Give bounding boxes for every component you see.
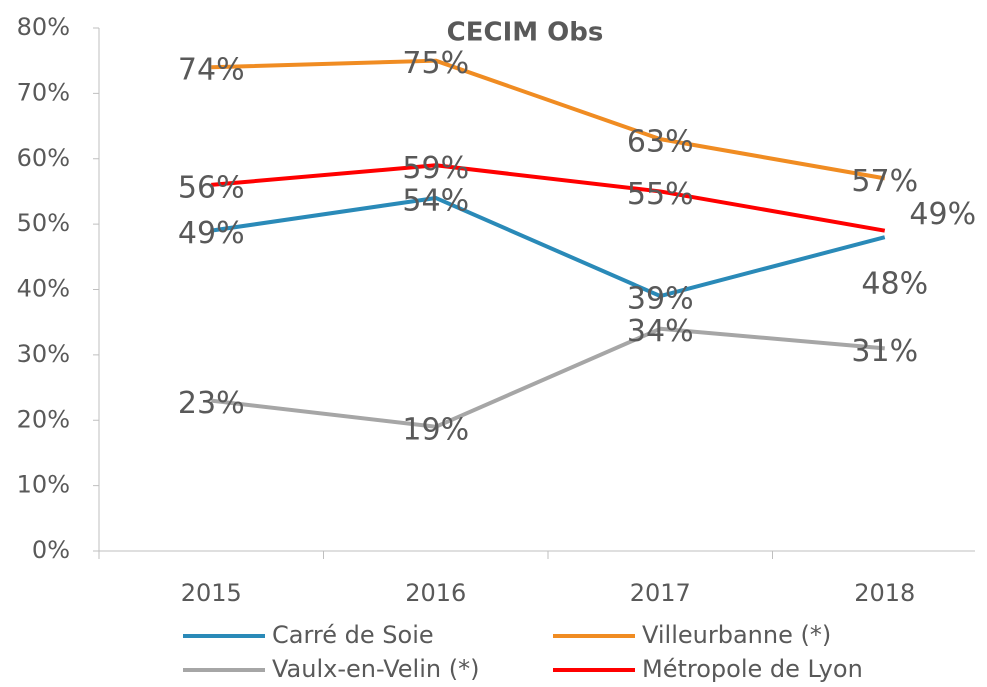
y-tick-label: 50% xyxy=(17,209,70,237)
y-tick-label: 0% xyxy=(32,536,70,564)
y-tick-label: 60% xyxy=(17,144,70,172)
legend-label: Villeurbanne (*) xyxy=(642,621,831,649)
series-line xyxy=(211,58,886,181)
data-label: 39% xyxy=(627,282,694,317)
data-label: 34% xyxy=(627,314,694,349)
y-tick-label: 10% xyxy=(17,471,70,499)
data-label: 55% xyxy=(627,177,694,212)
data-label: 59% xyxy=(402,151,469,186)
y-tick-label: 80% xyxy=(17,13,70,41)
data-label: 63% xyxy=(627,125,694,160)
data-label: 54% xyxy=(402,183,469,218)
y-tick-label: 20% xyxy=(17,405,70,433)
data-label: 48% xyxy=(861,267,928,302)
data-label: 74% xyxy=(178,53,245,88)
y-tick-label: 30% xyxy=(17,340,70,368)
series-line xyxy=(211,163,886,233)
legend-label: Carré de Soie xyxy=(272,621,434,649)
legend-label: Vaulx-en-Velin (*) xyxy=(272,655,479,683)
data-label: 75% xyxy=(402,46,469,81)
x-tick-label: 2016 xyxy=(405,579,466,607)
chart-title: CECIM Obs xyxy=(447,18,604,48)
data-label: 49% xyxy=(178,216,245,251)
y-tick-label: 40% xyxy=(17,275,70,303)
data-label: 23% xyxy=(178,386,245,421)
x-tick-label: 2017 xyxy=(630,579,691,607)
legend-label: Métropole de Lyon xyxy=(642,655,863,683)
x-tick-label: 2015 xyxy=(181,579,242,607)
series-line xyxy=(210,195,886,299)
series-line xyxy=(211,326,885,429)
data-label: 31% xyxy=(851,334,918,369)
data-label: 19% xyxy=(402,412,469,447)
x-tick-label: 2018 xyxy=(854,579,915,607)
y-tick-label: 70% xyxy=(17,78,70,106)
data-label: 57% xyxy=(851,164,918,199)
data-label: 56% xyxy=(178,170,245,205)
data-label: 49% xyxy=(909,197,976,232)
